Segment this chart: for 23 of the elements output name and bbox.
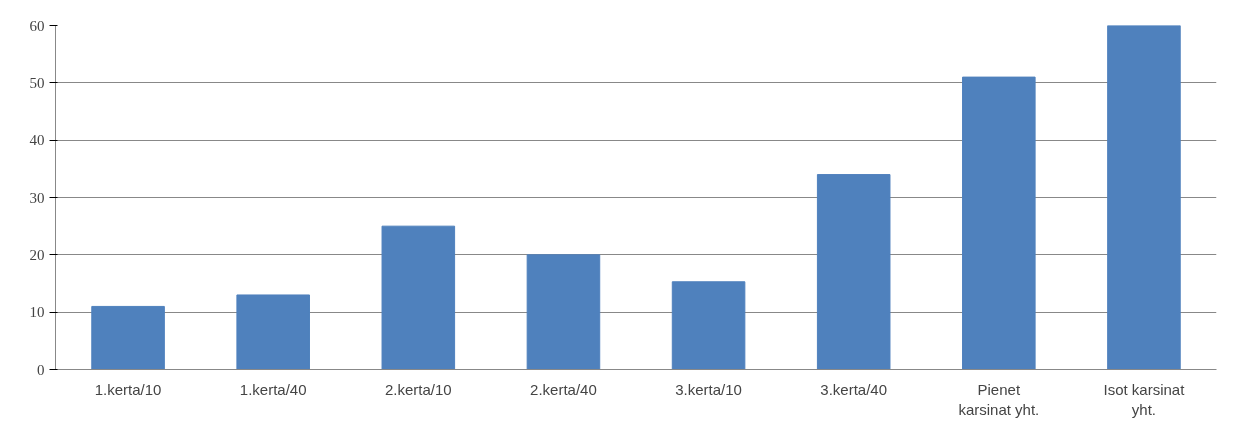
x-tick-label: Isot karsinat yht. [1103,380,1186,418]
x-tick-label: 3.kerta/10 [675,380,742,398]
bar [671,281,746,370]
y-tick-label: 60 [29,17,45,34]
bar [91,305,165,370]
y-tick-label: 20 [29,246,45,263]
y-tick-label: 50 [29,74,45,91]
y-tick-label: 40 [29,132,45,149]
bar [816,174,891,370]
bar [526,254,601,370]
x-tick-label: 2.kerta/40 [530,380,597,398]
bar [236,294,310,370]
y-tick-label: 30 [29,189,45,206]
y-tick-label: 10 [29,304,45,321]
bar [1107,25,1181,370]
x-tick-label: 3.kerta/40 [820,380,888,398]
bar [962,76,1036,370]
bar [381,225,456,370]
x-tick-label: 1.kerta/10 [94,380,162,398]
x-tick-label: 2.kerta/10 [384,380,452,398]
x-tick-label: Pienet karsinat yht. [958,380,1040,418]
x-tick-label: 1.kerta/40 [239,380,307,398]
y-tick-label: 0 [37,361,45,378]
